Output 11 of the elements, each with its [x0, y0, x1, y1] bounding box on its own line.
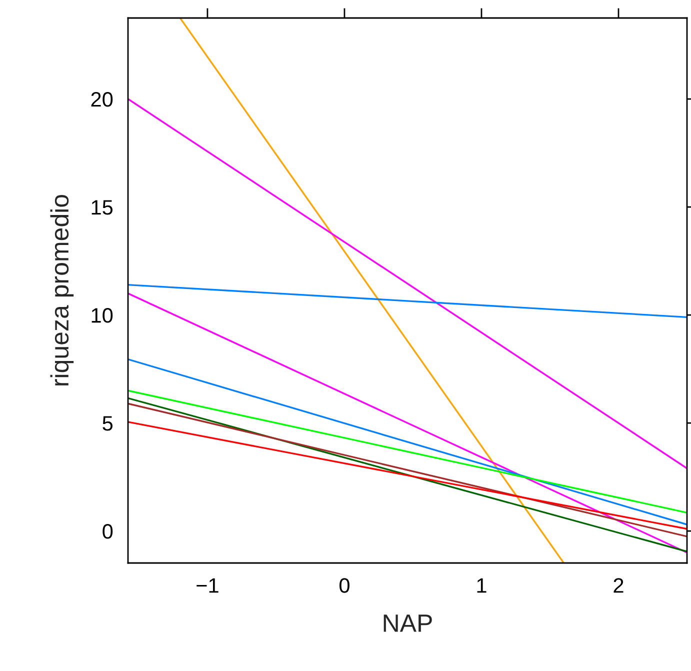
y-tick-label: 5 [102, 416, 113, 431]
x-tick-label: 2 [614, 578, 624, 593]
y-tick-label: 20 [91, 92, 113, 107]
x-tick-label: 0 [339, 578, 350, 593]
y-tick-label: 0 [102, 524, 113, 539]
x-tick-label: −1 [196, 578, 218, 593]
x-tick-label: 1 [477, 578, 486, 593]
x-axis-title: NAP [384, 614, 432, 632]
y-axis-title: riqueza promedio [50, 194, 74, 386]
y-tick-label: 15 [92, 200, 113, 215]
y-tick-label: 10 [92, 308, 113, 323]
